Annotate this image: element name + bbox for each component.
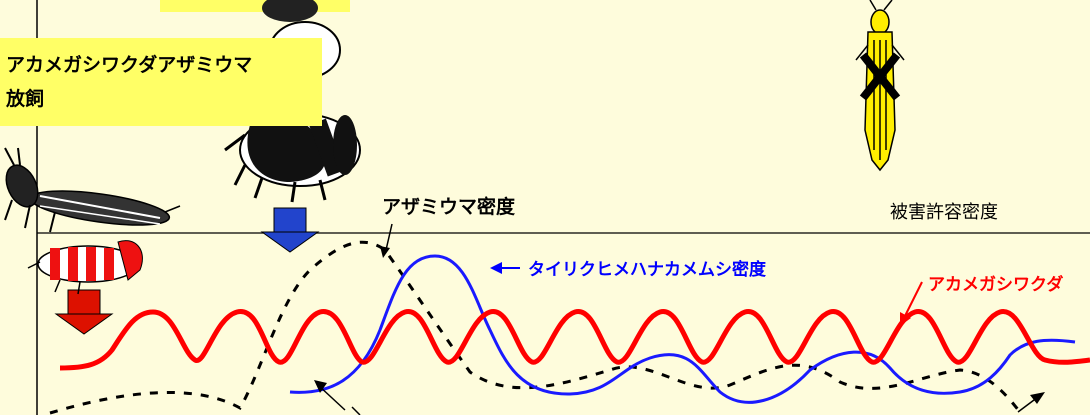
haplo-density-label: アカメガシワクダ: [928, 275, 1064, 295]
damage-threshold-label: 被害許容密度: [890, 202, 998, 223]
pest-thrips-icon: [855, 0, 905, 172]
predatory-thrips-larva-icon: [27, 240, 143, 295]
haplo-release-arrow: [54, 289, 114, 335]
orius-release-arrow: [260, 207, 320, 253]
release-label-line1: アカメガシワクダアザミウマ: [6, 54, 253, 76]
orius-density-curve: [289, 254, 1076, 404]
predatory-thrips-icon: [4, 147, 181, 233]
thrips-density-label: アザミウマ密度: [382, 196, 516, 218]
release-label-line2: 放飼: [6, 88, 45, 110]
haplo-label-pointer: [903, 281, 923, 319]
release-label-box: アカメガシワクダアザミウマ 放飼: [0, 38, 322, 126]
crossed-out-icon: [859, 52, 901, 101]
haplo-density-curve: [59, 309, 1090, 371]
thrips-label-pointer: [385, 223, 393, 251]
orius-density-label: タイリクヒメハナカメムシ密度: [528, 260, 766, 280]
